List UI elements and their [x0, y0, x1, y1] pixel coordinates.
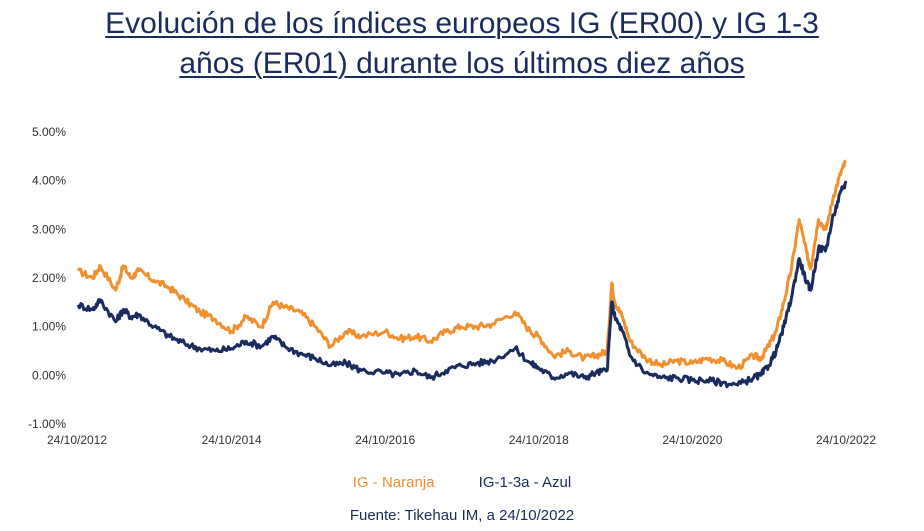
- x-axis: 24/10/2012 24/10/2014 24/10/2016 24/10/2018…: [47, 433, 876, 447]
- x-tick-label: 24/10/2014: [202, 433, 262, 447]
- series-line-ig: [76, 159, 847, 371]
- y-axis: 5.00% 4.00% 3.00% 2.00% 1.00% 0.00% -1.00%: [28, 125, 66, 431]
- x-tick-label: 24/10/2022: [816, 433, 876, 447]
- chart-title-line-1: Evolución de los índices europeos IG (ER…: [105, 7, 819, 40]
- series-lines: [76, 159, 848, 389]
- line-chart: 5.00% 4.00% 3.00% 2.00% 1.00% 0.00% -1.00% 24/…: [28, 125, 876, 447]
- legend-item-ig: IG - Naranja: [352, 474, 435, 491]
- x-tick-label: 24/10/2018: [509, 433, 569, 447]
- chart-title: Evolución de los índices europeos IG (ER…: [0, 4, 924, 84]
- y-tick-label: 4.00%: [32, 174, 66, 188]
- x-tick-label: 24/10/2012: [47, 433, 107, 447]
- y-tick-label: 3.00%: [32, 222, 66, 236]
- y-tick-label: 2.00%: [32, 271, 66, 285]
- x-tick-label: 24/10/2016: [355, 433, 415, 447]
- y-tick-label: 5.00%: [32, 125, 66, 139]
- source-note: Fuente: Tikehau IM, a 24/10/2022: [349, 507, 575, 524]
- chart-title-line-2: años (ER01) durante los últimos diez año…: [179, 47, 745, 80]
- y-tick-label: -1.00%: [28, 417, 66, 431]
- legend-item-ig-1-3a: IG-1-3a - Azul: [478, 474, 572, 491]
- x-tick-label: 24/10/2020: [662, 433, 722, 447]
- y-tick-label: 0.00%: [32, 368, 66, 382]
- legend: IG - Naranja IG-1-3a - Azul: [0, 474, 924, 491]
- series-line-ig-1-3a: [76, 180, 848, 389]
- y-tick-label: 1.00%: [32, 320, 66, 334]
